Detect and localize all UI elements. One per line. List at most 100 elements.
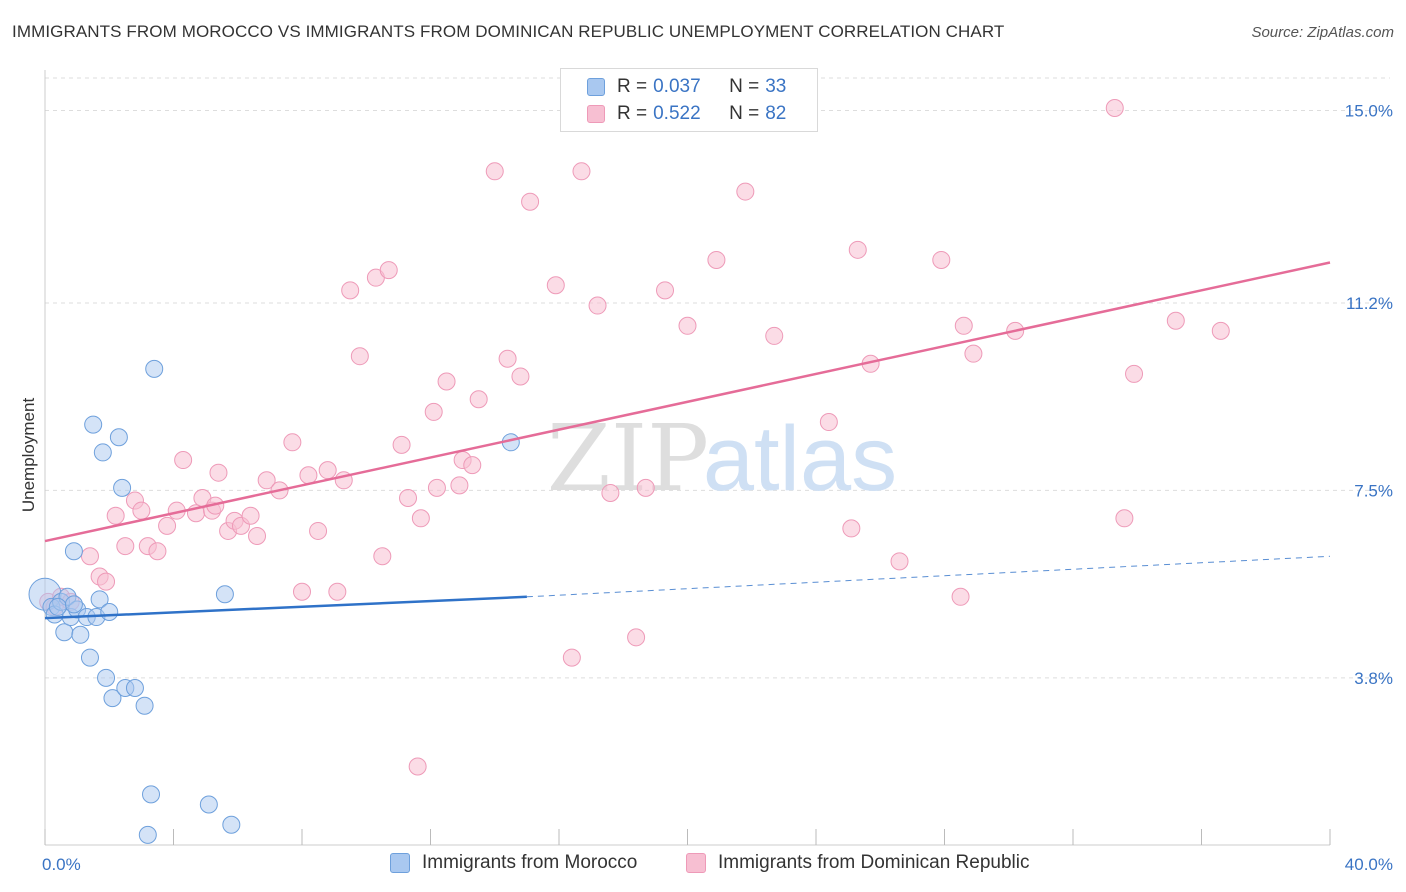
- watermark-atlas: atlas: [703, 408, 897, 510]
- point-dominican: [241, 506, 260, 525]
- point-dominican: [411, 509, 430, 528]
- point-dominican: [106, 506, 125, 525]
- point-dominican: [463, 456, 482, 475]
- legend-label-dominican: Immigrants from Dominican Republic: [718, 852, 1030, 873]
- point-morocco: [142, 785, 161, 804]
- point-morocco: [138, 825, 157, 844]
- trend-lines: [44, 261, 1331, 620]
- series-morocco-points: [28, 359, 520, 844]
- point-morocco: [80, 648, 99, 667]
- point-morocco: [64, 542, 83, 561]
- legend-swatch-dominican: [686, 853, 706, 873]
- point-dominican: [427, 478, 446, 497]
- point-dominican: [379, 261, 398, 280]
- point-dominican: [248, 527, 267, 546]
- y-tick-label: 11.2%: [1346, 294, 1393, 313]
- point-dominican: [656, 281, 675, 300]
- point-dominican: [80, 547, 99, 566]
- grid-layer: [45, 77, 1390, 679]
- point-dominican: [293, 582, 311, 601]
- point-dominican: [765, 326, 784, 345]
- trend-line-dominican: [44, 261, 1331, 543]
- point-dominican: [1166, 311, 1185, 330]
- point-dominican: [132, 501, 151, 520]
- point-dominican: [572, 162, 591, 181]
- trend-line-morocco-dashed: [526, 555, 1331, 598]
- point-dominican: [1125, 364, 1144, 383]
- point-dominican: [424, 402, 443, 421]
- point-morocco: [64, 595, 83, 614]
- point-dominican: [601, 483, 620, 502]
- legend-r-label: R =: [617, 103, 648, 124]
- stats-legend: R = 0.037 N = 33 R = 0.522 N = 82: [560, 68, 818, 132]
- point-dominican: [848, 240, 867, 259]
- point-dominican: [148, 542, 167, 561]
- point-dominican: [97, 572, 116, 591]
- point-morocco: [199, 795, 218, 814]
- legend-n-label: N =: [729, 76, 760, 97]
- point-dominican: [546, 276, 565, 295]
- point-dominican: [399, 489, 418, 508]
- y-axis-label: Unemployment: [19, 398, 38, 513]
- point-dominican: [707, 250, 726, 269]
- legend-n-label: N =: [729, 103, 760, 124]
- point-morocco: [145, 359, 164, 378]
- point-dominican: [1115, 509, 1134, 528]
- legend-row-dominican: R = 0.522 N = 82: [587, 102, 786, 126]
- y-tick-label: 3.8%: [1354, 669, 1393, 688]
- x-tick-label: 40.0%: [1345, 855, 1393, 874]
- point-dominican: [1105, 98, 1124, 117]
- point-dominican: [954, 316, 973, 335]
- legend-swatch-morocco: [587, 78, 605, 96]
- point-dominican: [588, 296, 607, 315]
- legend-n-value: 82: [765, 103, 787, 124]
- point-dominican: [450, 476, 469, 495]
- watermark: ZIP atlas: [547, 405, 897, 512]
- point-dominican: [932, 250, 951, 269]
- point-dominican: [174, 451, 193, 470]
- point-dominican: [257, 471, 276, 490]
- point-dominican: [299, 466, 318, 485]
- series-legend: Immigrants from Morocco Immigrants from …: [0, 850, 1406, 878]
- point-dominican: [328, 582, 347, 601]
- point-morocco: [103, 689, 122, 708]
- point-dominican: [373, 547, 392, 566]
- axis-layer: [44, 70, 1331, 846]
- point-dominican: [562, 648, 581, 667]
- point-dominican: [498, 349, 517, 368]
- legend-swatch-dominican: [587, 105, 605, 123]
- point-dominican: [283, 433, 302, 452]
- point-dominican: [521, 192, 540, 211]
- source-label: Source: ZipAtlas.com: [1251, 24, 1394, 41]
- point-dominican: [819, 413, 838, 432]
- point-dominican: [318, 461, 337, 480]
- legend-r-value: 0.037: [653, 76, 701, 97]
- point-dominican: [158, 516, 177, 535]
- trend-line-morocco: [44, 595, 527, 620]
- point-dominican: [627, 628, 646, 647]
- legend-n-value: 33: [765, 76, 787, 97]
- point-dominican: [485, 162, 504, 181]
- legend-r-label: R =: [617, 76, 648, 97]
- point-morocco: [125, 678, 144, 697]
- point-morocco: [48, 597, 67, 616]
- point-morocco: [109, 428, 128, 447]
- point-dominican: [309, 521, 328, 540]
- point-morocco: [55, 623, 74, 642]
- point-dominican: [341, 281, 360, 300]
- point-dominican: [437, 372, 456, 391]
- point-dominican: [511, 367, 530, 386]
- chart-title: IMMIGRANTS FROM MOROCCO VS IMMIGRANTS FR…: [12, 22, 1005, 41]
- x-tick-label: 0.0%: [42, 855, 81, 874]
- point-morocco: [100, 602, 119, 621]
- y-tick-label: 15.0%: [1345, 102, 1393, 121]
- point-dominican: [1211, 321, 1230, 340]
- watermark-zip: ZIP: [547, 405, 709, 512]
- legend-item-morocco[interactable]: Immigrants from Morocco: [390, 852, 637, 874]
- y-tick-label: 7.5%: [1354, 481, 1393, 500]
- legend-item-dominican[interactable]: Immigrants from Dominican Republic: [686, 852, 1030, 874]
- point-dominican: [678, 316, 697, 335]
- point-morocco: [93, 443, 112, 462]
- point-dominican: [736, 182, 755, 201]
- point-morocco: [90, 590, 109, 609]
